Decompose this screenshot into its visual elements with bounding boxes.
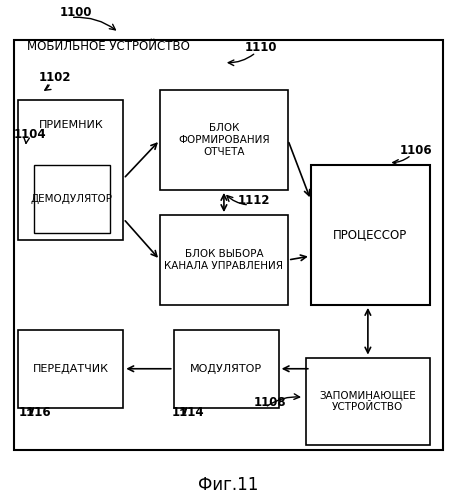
Text: 1114: 1114 — [171, 406, 204, 419]
Bar — [311, 165, 430, 305]
Text: БЛОК ВЫБОРА
КАНАЛА УПРАВЛЕНИЯ: БЛОК ВЫБОРА КАНАЛА УПРАВЛЕНИЯ — [165, 249, 283, 271]
Text: 1112: 1112 — [238, 194, 270, 206]
Text: ЗАПОМИНАЮЩЕЕ
УСТРОЙСТВО: ЗАПОМИНАЮЩЕЕ УСТРОЙСТВО — [319, 390, 416, 412]
Text: МОБИЛЬНОЕ УСТРОЙСТВО: МОБИЛЬНОЕ УСТРОЙСТВО — [27, 40, 190, 52]
Bar — [18, 330, 123, 407]
Text: ДЕМОДУЛЯТОР: ДЕМОДУЛЯТОР — [31, 194, 113, 204]
Text: 1104: 1104 — [14, 128, 46, 141]
Bar — [306, 358, 430, 445]
Text: МОДУЛЯТОР: МОДУЛЯТОР — [190, 364, 262, 374]
Text: 1100: 1100 — [59, 6, 92, 19]
Text: Фиг.11: Фиг.11 — [198, 476, 259, 494]
Bar — [34, 165, 110, 232]
Text: БЛОК
ФОРМИРОВАНИЯ
ОТЧЕТА: БЛОК ФОРМИРОВАНИЯ ОТЧЕТА — [178, 124, 270, 156]
Bar — [14, 40, 443, 450]
Bar — [174, 330, 279, 407]
Text: ПЕРЕДАТЧИК: ПЕРЕДАТЧИК — [33, 364, 109, 374]
Text: ПРИЕМНИК: ПРИЕМНИК — [38, 120, 103, 130]
Text: ПРОЦЕССОР: ПРОЦЕССОР — [333, 228, 407, 241]
Text: 1110: 1110 — [244, 41, 277, 54]
Text: 1106: 1106 — [400, 144, 432, 156]
Text: 1102: 1102 — [39, 71, 71, 84]
Text: 1116: 1116 — [18, 406, 51, 419]
Bar — [18, 100, 123, 240]
Text: 1108: 1108 — [254, 396, 286, 409]
Bar — [160, 90, 288, 190]
Bar — [160, 215, 288, 305]
